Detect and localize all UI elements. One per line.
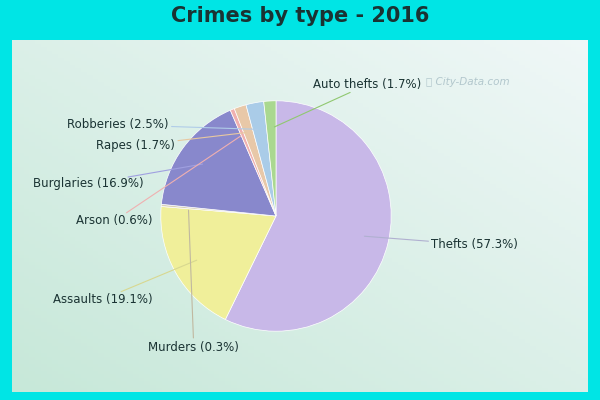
- Wedge shape: [226, 101, 391, 331]
- Wedge shape: [161, 206, 276, 320]
- Text: Rapes (1.7%): Rapes (1.7%): [97, 132, 247, 152]
- Title: Crimes by type - 2016: Crimes by type - 2016: [171, 6, 429, 26]
- Wedge shape: [161, 110, 276, 216]
- Text: Thefts (57.3%): Thefts (57.3%): [364, 236, 518, 251]
- Wedge shape: [161, 204, 276, 216]
- Text: Assaults (19.1%): Assaults (19.1%): [53, 260, 197, 306]
- Wedge shape: [235, 105, 276, 216]
- Text: ⓘ City-Data.com: ⓘ City-Data.com: [426, 77, 510, 87]
- Text: Auto thefts (1.7%): Auto thefts (1.7%): [274, 78, 421, 127]
- Text: Murders (0.3%): Murders (0.3%): [148, 210, 239, 354]
- Text: Robberies (2.5%): Robberies (2.5%): [67, 118, 257, 131]
- Text: Burglaries (16.9%): Burglaries (16.9%): [32, 164, 203, 190]
- Wedge shape: [246, 102, 276, 216]
- Wedge shape: [264, 101, 276, 216]
- Text: Arson (0.6%): Arson (0.6%): [76, 136, 241, 227]
- Wedge shape: [230, 109, 276, 216]
